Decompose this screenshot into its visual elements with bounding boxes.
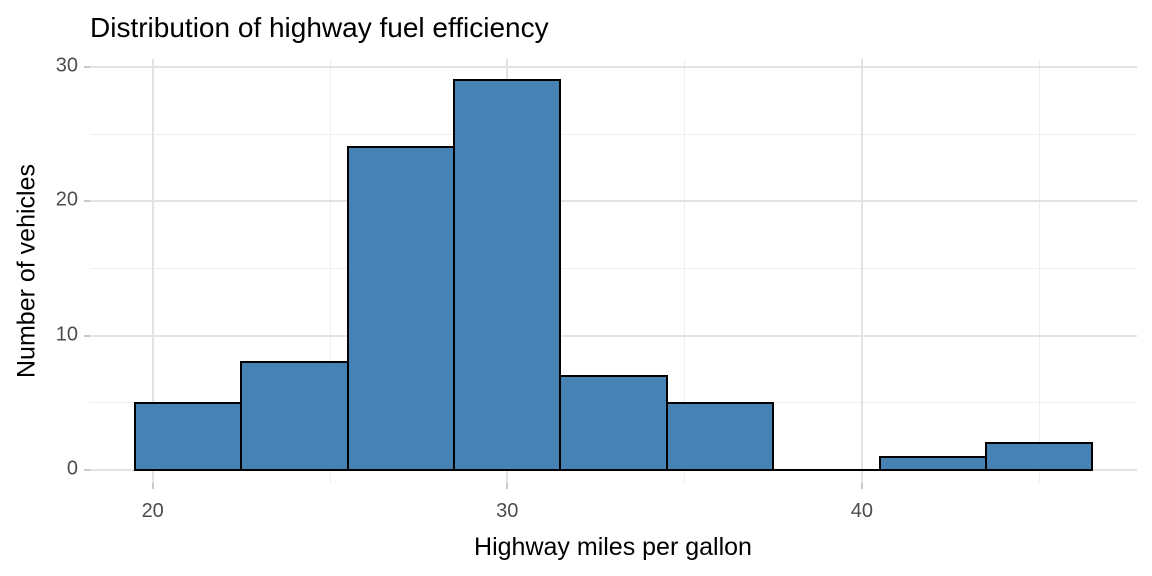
x-axis-title: Highway miles per gallon	[474, 533, 752, 561]
histogram-bar	[240, 361, 349, 471]
x-tick-label: 40	[850, 500, 874, 522]
gridline-major-y	[90, 200, 1137, 203]
histogram-bar	[346, 146, 456, 471]
y-tick-label: 0	[66, 457, 78, 480]
gridline-major-y	[90, 334, 1137, 337]
y-tick-mark	[84, 65, 90, 68]
x-tick-mark	[151, 483, 154, 489]
histogram-bar	[665, 401, 775, 471]
x-tick-label: 30	[496, 500, 519, 522]
chart-title: Distribution of highway fuel efficiency	[90, 12, 549, 43]
histogram-bar	[453, 79, 562, 471]
y-tick-mark	[84, 334, 90, 337]
y-tick-label: 30	[55, 54, 78, 77]
y-tick-label: 20	[55, 188, 78, 211]
y-tick-mark	[84, 200, 90, 203]
x-tick-mark	[506, 483, 509, 489]
x-tick-label: 20	[141, 500, 164, 522]
gridline-minor-x	[684, 59, 686, 483]
histogram-bar-zero	[772, 469, 881, 471]
gridline-major-y	[90, 65, 1137, 68]
histogram-bar	[559, 374, 668, 471]
y-tick-label: 10	[55, 322, 78, 345]
histogram-bar	[878, 455, 987, 471]
gridline-minor-x	[1038, 59, 1040, 483]
y-tick-mark	[84, 469, 90, 471]
histogram-bar	[985, 442, 1094, 471]
histogram-bar	[133, 401, 243, 471]
gridline-minor-x	[329, 59, 331, 483]
x-tick-mark	[860, 483, 863, 489]
gridline-minor-y	[90, 267, 1137, 269]
gridline-major-x	[860, 59, 863, 483]
gridline-minor-y	[90, 133, 1137, 135]
gridline-major-x	[151, 59, 154, 483]
plot-panel	[84, 59, 1137, 489]
